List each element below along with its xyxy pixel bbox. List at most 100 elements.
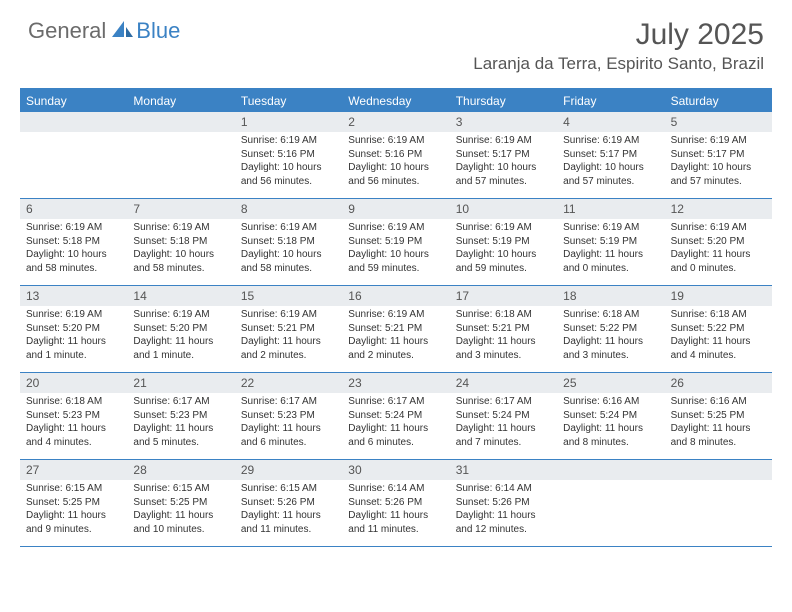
day-cell xyxy=(127,112,234,198)
day-body: Sunrise: 6:19 AMSunset: 5:20 PMDaylight:… xyxy=(20,306,127,366)
day-cell: 28Sunrise: 6:15 AMSunset: 5:25 PMDayligh… xyxy=(127,460,234,546)
sunset-line: Sunset: 5:20 PM xyxy=(671,235,766,249)
day-body: Sunrise: 6:17 AMSunset: 5:23 PMDaylight:… xyxy=(127,393,234,453)
sunrise-line: Sunrise: 6:19 AM xyxy=(26,308,121,322)
sunrise-line: Sunrise: 6:14 AM xyxy=(456,482,551,496)
day-body: Sunrise: 6:19 AMSunset: 5:19 PMDaylight:… xyxy=(450,219,557,279)
sunset-line: Sunset: 5:17 PM xyxy=(671,148,766,162)
dow-row: SundayMondayTuesdayWednesdayThursdayFrid… xyxy=(20,90,772,112)
daylight-line: Daylight: 11 hours and 0 minutes. xyxy=(671,248,766,275)
sunrise-line: Sunrise: 6:16 AM xyxy=(563,395,658,409)
sunset-line: Sunset: 5:17 PM xyxy=(456,148,551,162)
day-cell xyxy=(557,460,664,546)
day-cell: 11Sunrise: 6:19 AMSunset: 5:19 PMDayligh… xyxy=(557,199,664,285)
day-body: Sunrise: 6:19 AMSunset: 5:21 PMDaylight:… xyxy=(235,306,342,366)
sunset-line: Sunset: 5:18 PM xyxy=(26,235,121,249)
day-body: Sunrise: 6:15 AMSunset: 5:25 PMDaylight:… xyxy=(127,480,234,540)
header: General Blue July 2025 Laranja da Terra,… xyxy=(0,0,792,78)
logo-sail-icon xyxy=(110,19,134,44)
day-number: 10 xyxy=(450,199,557,219)
daylight-line: Daylight: 10 hours and 58 minutes. xyxy=(133,248,228,275)
daylight-line: Daylight: 11 hours and 11 minutes. xyxy=(241,509,336,536)
sunrise-line: Sunrise: 6:18 AM xyxy=(563,308,658,322)
day-number: 26 xyxy=(665,373,772,393)
day-body: Sunrise: 6:19 AMSunset: 5:18 PMDaylight:… xyxy=(127,219,234,279)
daylight-line: Daylight: 11 hours and 9 minutes. xyxy=(26,509,121,536)
daylight-line: Daylight: 10 hours and 57 minutes. xyxy=(563,161,658,188)
sunrise-line: Sunrise: 6:15 AM xyxy=(241,482,336,496)
daylight-line: Daylight: 10 hours and 59 minutes. xyxy=(456,248,551,275)
day-cell: 7Sunrise: 6:19 AMSunset: 5:18 PMDaylight… xyxy=(127,199,234,285)
dow-cell: Saturday xyxy=(665,90,772,112)
day-number: 6 xyxy=(20,199,127,219)
day-cell: 15Sunrise: 6:19 AMSunset: 5:21 PMDayligh… xyxy=(235,286,342,372)
day-body: Sunrise: 6:14 AMSunset: 5:26 PMDaylight:… xyxy=(342,480,449,540)
logo: General Blue xyxy=(28,18,180,44)
sunrise-line: Sunrise: 6:19 AM xyxy=(133,308,228,322)
day-body: Sunrise: 6:18 AMSunset: 5:23 PMDaylight:… xyxy=(20,393,127,453)
day-body: Sunrise: 6:17 AMSunset: 5:23 PMDaylight:… xyxy=(235,393,342,453)
calendar: SundayMondayTuesdayWednesdayThursdayFrid… xyxy=(20,88,772,547)
day-number: 5 xyxy=(665,112,772,132)
daylight-line: Daylight: 11 hours and 6 minutes. xyxy=(348,422,443,449)
daylight-line: Daylight: 11 hours and 2 minutes. xyxy=(348,335,443,362)
dow-cell: Tuesday xyxy=(235,90,342,112)
daylight-line: Daylight: 11 hours and 3 minutes. xyxy=(563,335,658,362)
week-row: 1Sunrise: 6:19 AMSunset: 5:16 PMDaylight… xyxy=(20,112,772,199)
day-number: 4 xyxy=(557,112,664,132)
day-cell: 12Sunrise: 6:19 AMSunset: 5:20 PMDayligh… xyxy=(665,199,772,285)
day-body: Sunrise: 6:19 AMSunset: 5:19 PMDaylight:… xyxy=(342,219,449,279)
week-row: 6Sunrise: 6:19 AMSunset: 5:18 PMDaylight… xyxy=(20,199,772,286)
logo-text-general: General xyxy=(28,18,106,44)
daylight-line: Daylight: 11 hours and 3 minutes. xyxy=(456,335,551,362)
day-number: 13 xyxy=(20,286,127,306)
sunset-line: Sunset: 5:16 PM xyxy=(348,148,443,162)
day-number: 7 xyxy=(127,199,234,219)
sunrise-line: Sunrise: 6:19 AM xyxy=(456,134,551,148)
day-cell: 6Sunrise: 6:19 AMSunset: 5:18 PMDaylight… xyxy=(20,199,127,285)
daylight-line: Daylight: 10 hours and 56 minutes. xyxy=(241,161,336,188)
day-number-empty xyxy=(557,460,664,480)
week-row: 13Sunrise: 6:19 AMSunset: 5:20 PMDayligh… xyxy=(20,286,772,373)
day-cell: 3Sunrise: 6:19 AMSunset: 5:17 PMDaylight… xyxy=(450,112,557,198)
sunset-line: Sunset: 5:24 PM xyxy=(563,409,658,423)
day-body: Sunrise: 6:18 AMSunset: 5:22 PMDaylight:… xyxy=(557,306,664,366)
day-body: Sunrise: 6:16 AMSunset: 5:24 PMDaylight:… xyxy=(557,393,664,453)
sunrise-line: Sunrise: 6:19 AM xyxy=(348,221,443,235)
day-body: Sunrise: 6:19 AMSunset: 5:16 PMDaylight:… xyxy=(235,132,342,192)
day-body: Sunrise: 6:19 AMSunset: 5:20 PMDaylight:… xyxy=(665,219,772,279)
sunset-line: Sunset: 5:25 PM xyxy=(26,496,121,510)
day-number: 23 xyxy=(342,373,449,393)
day-cell: 17Sunrise: 6:18 AMSunset: 5:21 PMDayligh… xyxy=(450,286,557,372)
daylight-line: Daylight: 10 hours and 59 minutes. xyxy=(348,248,443,275)
day-cell: 10Sunrise: 6:19 AMSunset: 5:19 PMDayligh… xyxy=(450,199,557,285)
sunrise-line: Sunrise: 6:19 AM xyxy=(348,308,443,322)
day-body: Sunrise: 6:19 AMSunset: 5:21 PMDaylight:… xyxy=(342,306,449,366)
day-number: 17 xyxy=(450,286,557,306)
daylight-line: Daylight: 11 hours and 11 minutes. xyxy=(348,509,443,536)
sunrise-line: Sunrise: 6:17 AM xyxy=(133,395,228,409)
daylight-line: Daylight: 11 hours and 6 minutes. xyxy=(241,422,336,449)
sunrise-line: Sunrise: 6:19 AM xyxy=(241,134,336,148)
sunset-line: Sunset: 5:26 PM xyxy=(348,496,443,510)
sunset-line: Sunset: 5:19 PM xyxy=(563,235,658,249)
sunset-line: Sunset: 5:22 PM xyxy=(563,322,658,336)
daylight-line: Daylight: 10 hours and 56 minutes. xyxy=(348,161,443,188)
day-body: Sunrise: 6:15 AMSunset: 5:26 PMDaylight:… xyxy=(235,480,342,540)
sunrise-line: Sunrise: 6:19 AM xyxy=(26,221,121,235)
dow-cell: Monday xyxy=(127,90,234,112)
day-number: 31 xyxy=(450,460,557,480)
sunset-line: Sunset: 5:26 PM xyxy=(456,496,551,510)
day-body: Sunrise: 6:19 AMSunset: 5:18 PMDaylight:… xyxy=(20,219,127,279)
day-cell: 13Sunrise: 6:19 AMSunset: 5:20 PMDayligh… xyxy=(20,286,127,372)
sunrise-line: Sunrise: 6:18 AM xyxy=(671,308,766,322)
day-cell: 19Sunrise: 6:18 AMSunset: 5:22 PMDayligh… xyxy=(665,286,772,372)
sunrise-line: Sunrise: 6:19 AM xyxy=(241,308,336,322)
daylight-line: Daylight: 11 hours and 4 minutes. xyxy=(671,335,766,362)
day-number: 18 xyxy=(557,286,664,306)
day-cell: 8Sunrise: 6:19 AMSunset: 5:18 PMDaylight… xyxy=(235,199,342,285)
day-cell: 18Sunrise: 6:18 AMSunset: 5:22 PMDayligh… xyxy=(557,286,664,372)
sunrise-line: Sunrise: 6:19 AM xyxy=(563,221,658,235)
day-number-empty xyxy=(127,112,234,132)
sunset-line: Sunset: 5:16 PM xyxy=(241,148,336,162)
